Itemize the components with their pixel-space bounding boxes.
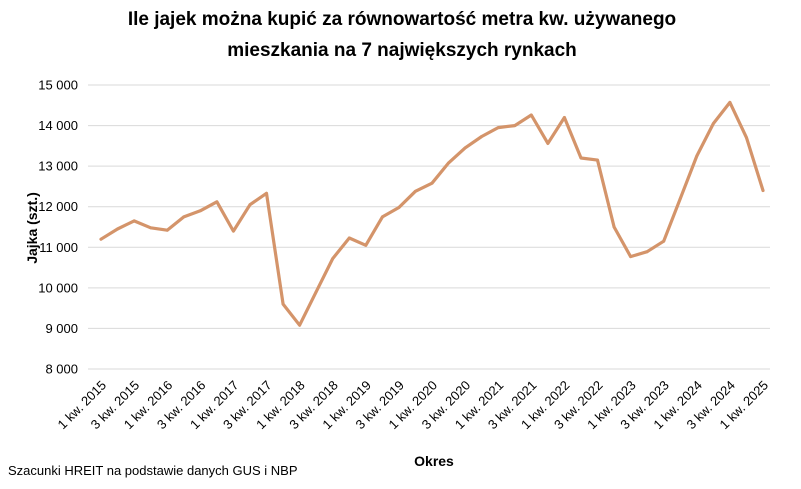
- source-note: Szacunki HREIT na podstawie danych GUS i…: [8, 463, 298, 478]
- data-point: [265, 191, 268, 195]
- data-point: [380, 215, 384, 219]
- data-point: [364, 243, 368, 247]
- series-layer: [99, 100, 765, 327]
- data-point: [215, 200, 219, 204]
- data-point: [165, 228, 169, 232]
- data-point: [761, 189, 765, 192]
- y-tick-label: 13 000: [38, 159, 78, 174]
- data-point: [116, 227, 119, 231]
- gridlines: [88, 84, 770, 370]
- data-point: [596, 158, 599, 162]
- data-point: [678, 197, 682, 201]
- data-point: [645, 250, 649, 254]
- series-line: [99, 100, 765, 327]
- data-point: [430, 181, 434, 185]
- y-tick-label: 10 000: [38, 280, 78, 295]
- data-point: [579, 156, 583, 160]
- data-point: [546, 142, 550, 145]
- data-point: [331, 257, 335, 261]
- y-tick-label: 15 000: [38, 78, 78, 93]
- y-tick-label: 11 000: [39, 240, 78, 255]
- data-point: [314, 290, 318, 294]
- data-point: [397, 206, 401, 209]
- data-point: [132, 219, 136, 223]
- chart-title-line-1: Ile jajek można kupić za równowartość me…: [128, 9, 676, 30]
- data-point: [298, 323, 301, 327]
- data-point: [182, 215, 186, 219]
- data-point: [480, 135, 484, 138]
- y-axis-title: Jajka (szt.): [24, 192, 40, 264]
- y-tick-label: 12 000: [38, 199, 78, 214]
- data-point: [728, 101, 732, 104]
- data-point: [529, 113, 533, 117]
- data-point: [281, 302, 285, 306]
- data-point: [198, 209, 202, 213]
- y-axis-tick-labels: 8 000 9 000 10 000 11 000 12 000 13 000 14 000…: [38, 78, 78, 377]
- data-point: [695, 154, 699, 158]
- data-point: [248, 203, 252, 207]
- data-point: [629, 255, 632, 259]
- data-point: [513, 124, 517, 127]
- data-point: [447, 161, 450, 165]
- data-point: [414, 189, 417, 193]
- data-point: [563, 116, 566, 119]
- chart-title-line-2: mieszkania na 7 największych rynkach: [227, 40, 577, 61]
- data-point: [99, 237, 103, 241]
- x-axis-title: Okres: [414, 453, 454, 469]
- y-tick-label: 14 000: [38, 118, 78, 133]
- y-tick-label: 9 000: [45, 321, 78, 336]
- data-point: [463, 146, 467, 150]
- data-point: [711, 122, 715, 125]
- data-point: [347, 236, 351, 240]
- y-tick-label: 8 000: [45, 362, 78, 377]
- data-point: [745, 136, 748, 140]
- data-point: [662, 239, 666, 243]
- data-point: [149, 226, 153, 230]
- data-point: [612, 225, 616, 229]
- data-point: [496, 126, 500, 129]
- data-point: [232, 229, 235, 233]
